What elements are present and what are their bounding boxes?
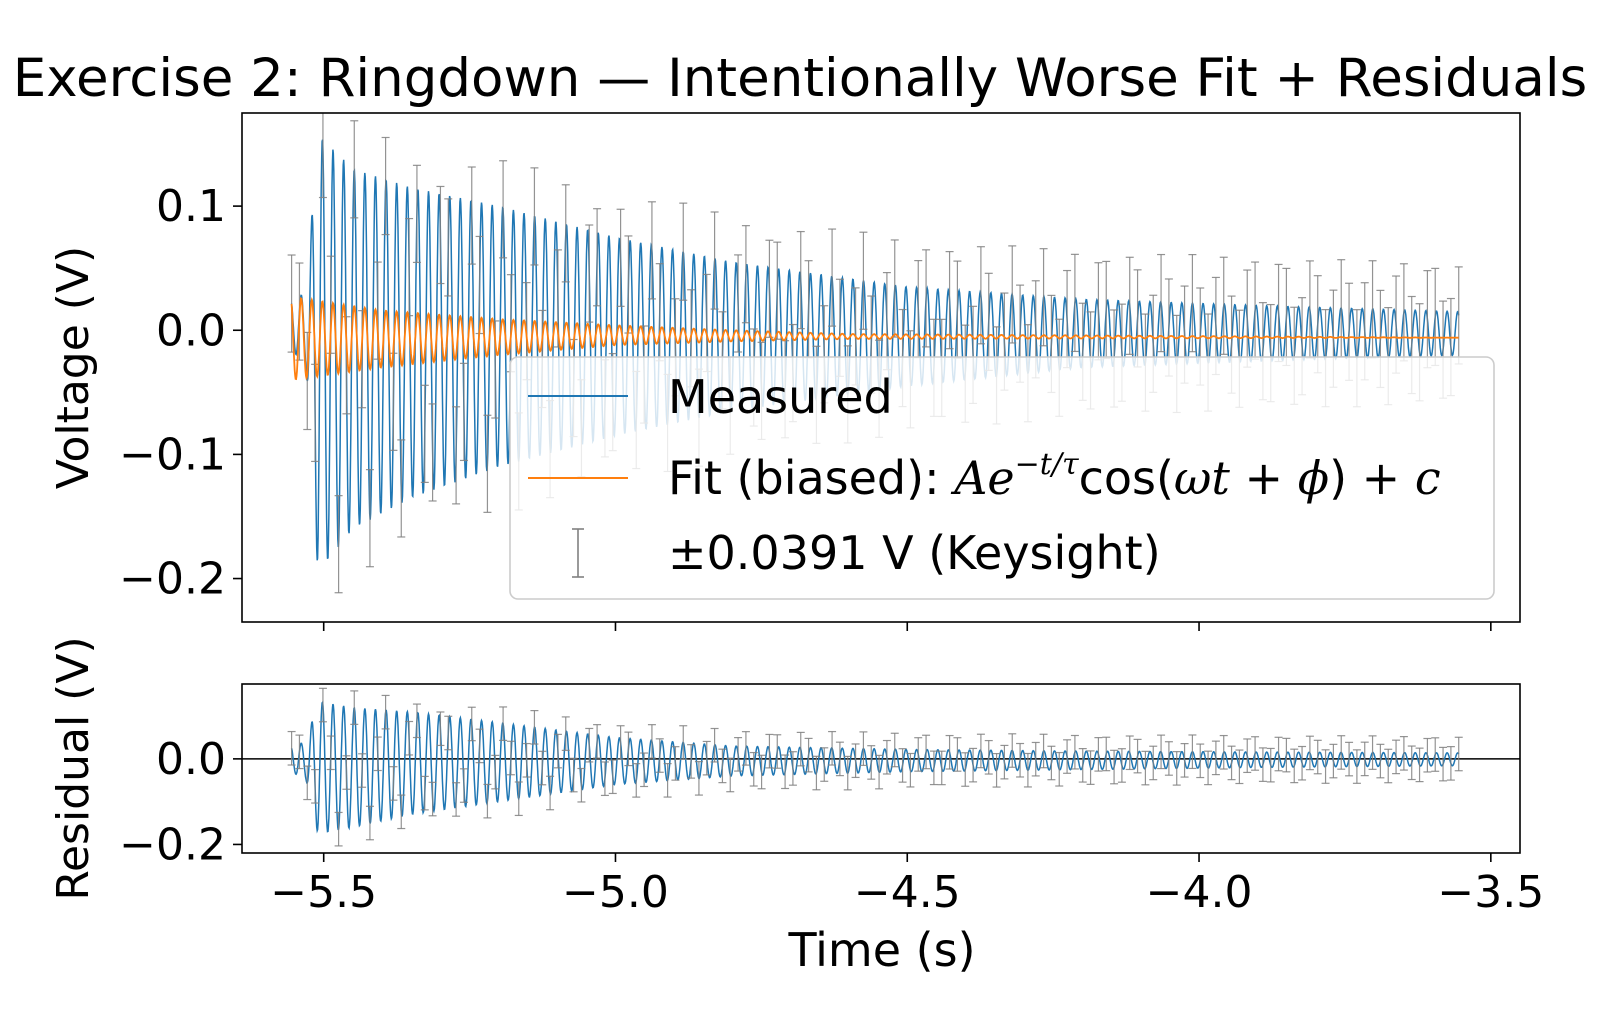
- legend-errorbar-label: ±0.0391 V (Keysight): [668, 526, 1161, 580]
- legend-fit-label: Fit (biased): Ae−t/τcos(ωt + ϕ) + c: [668, 447, 1441, 505]
- x-tick-label: −5.0: [562, 867, 669, 918]
- y-tick-label: 0.1: [156, 181, 226, 232]
- voltage-axis-label: Voltage (V): [48, 246, 99, 489]
- voltage-axes-frame: [241, 112, 1521, 623]
- x-tick-label: −4.5: [854, 867, 961, 918]
- residual-axes: 0.0 −0.2: [119, 734, 242, 870]
- y-tick-label: −0.2: [119, 819, 226, 870]
- legend-box: [509, 356, 1495, 600]
- time-axis: −5.5 −5.0 −4.5 −4.0 −3.5: [270, 622, 1544, 918]
- errorbar-group: [287, 687, 1463, 847]
- y-tick-label: −0.1: [119, 429, 226, 480]
- x-tick-label: −5.5: [270, 867, 377, 918]
- voltage-axes: 0.1 0.0 −0.1 −0.2: [119, 181, 242, 605]
- series-line-residual: [290, 700, 1460, 834]
- legend: Measured Fit (biased): Ae−t/τcos(ωt + ϕ)…: [509, 356, 1495, 600]
- plot-clip-group: [242, 687, 1520, 847]
- residual-axes-frame: [241, 683, 1521, 854]
- series-line-fit: [290, 296, 1459, 381]
- chart-title: Exercise 2: Ringdown — Intentionally Wor…: [13, 48, 1587, 109]
- time-axis-label: Time (s): [787, 923, 975, 977]
- x-tick-label: −3.5: [1437, 867, 1544, 918]
- legend-measured-label: Measured: [668, 370, 893, 424]
- residual-axis-label: Residual (V): [48, 636, 99, 900]
- series-line-measured: [290, 139, 1460, 561]
- y-tick-label: −0.2: [119, 554, 226, 605]
- y-tick-label: 0.0: [156, 305, 226, 356]
- x-tick-label: −4.0: [1146, 867, 1253, 918]
- residual-plot-area: [242, 687, 1520, 847]
- y-tick-label: 0.0: [156, 734, 226, 785]
